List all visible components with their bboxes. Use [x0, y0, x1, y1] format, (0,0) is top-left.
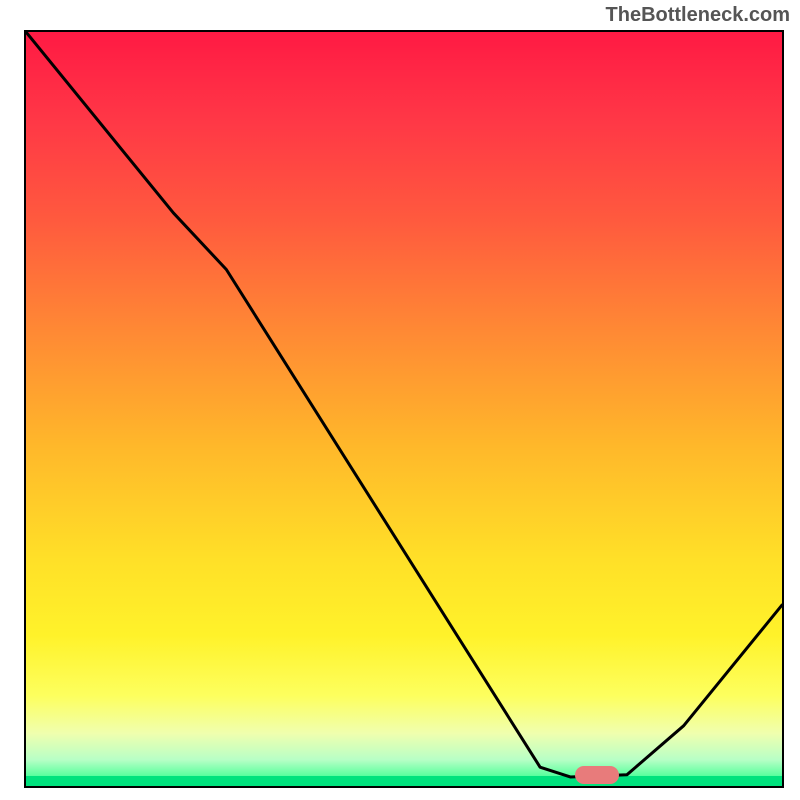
- chart-background-gradient: [26, 32, 782, 786]
- gradient-fill: [26, 32, 782, 786]
- chart-container: TheBottleneck.com: [0, 0, 800, 800]
- chart-plot-area: [24, 30, 784, 788]
- attribution-text: TheBottleneck.com: [606, 4, 790, 27]
- chart-green-baseline: [26, 776, 782, 786]
- chart-optimal-marker: [575, 766, 619, 784]
